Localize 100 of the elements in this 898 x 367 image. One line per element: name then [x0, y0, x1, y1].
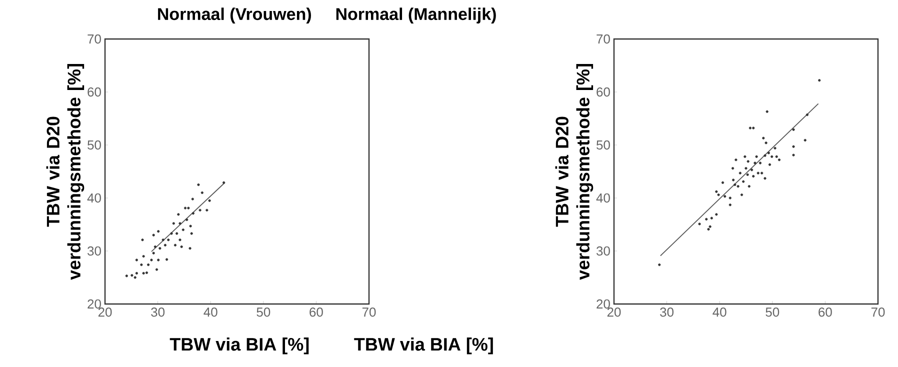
point [170, 232, 173, 235]
point [157, 230, 160, 233]
point [176, 232, 178, 235]
y-tick-label: 60 [88, 87, 101, 97]
y-tick-label: 20 [596, 299, 610, 309]
point [767, 152, 770, 154]
point [178, 238, 182, 242]
point [178, 222, 182, 225]
point [152, 234, 155, 236]
y-tick-label: 20 [88, 299, 101, 309]
point [142, 272, 145, 275]
text: Normaal (Mannelijk) [336, 8, 496, 24]
point [721, 181, 724, 184]
point [742, 180, 745, 183]
y-tick-label: 40 [596, 193, 610, 203]
point [191, 198, 194, 200]
x-tick-label: 40 [204, 308, 218, 317]
point [180, 245, 183, 248]
point [778, 158, 781, 162]
y-tick-label: 40 [87, 193, 101, 203]
point [746, 160, 750, 163]
y-tick-label: 30 [596, 246, 610, 256]
x-axis-title: TBW via BIA [%] [170, 338, 309, 354]
point [774, 146, 776, 150]
point [715, 190, 718, 193]
point [756, 172, 760, 174]
point [184, 206, 187, 210]
point [710, 216, 713, 220]
point [738, 172, 742, 174]
x-tick-label: 60 [310, 308, 323, 317]
y-tick-label: 70 [88, 34, 101, 44]
y-tick-label: 50 [88, 140, 101, 150]
point [192, 212, 194, 215]
point [135, 272, 138, 275]
point [750, 168, 754, 172]
point [748, 126, 752, 130]
point [188, 247, 192, 250]
point [206, 208, 208, 212]
x-axis-title: TBW via BIA [%] [354, 338, 493, 354]
point [752, 126, 755, 130]
y-axis-title: TBW via D20 verdunningsmethode [%] [46, 64, 84, 280]
point [172, 222, 175, 225]
point [766, 110, 768, 113]
point [147, 263, 150, 266]
point [740, 194, 744, 196]
point [775, 155, 778, 158]
x-tick-label: 20 [607, 308, 621, 317]
point [744, 167, 748, 170]
x-tick-label: 60 [818, 308, 832, 317]
x-tick-label: 70 [871, 308, 885, 317]
point [154, 245, 156, 248]
point [760, 172, 764, 174]
point [708, 225, 712, 228]
point [182, 228, 184, 232]
x-tick-label: 30 [660, 308, 674, 317]
point [768, 163, 772, 166]
point [174, 244, 177, 246]
chart-title: Normaal (Vrouwen) [158, 8, 311, 24]
y-tick-label: 30 [88, 246, 101, 256]
point [728, 204, 732, 206]
point [762, 136, 765, 140]
x-tick-label: 70 [362, 308, 376, 317]
point [732, 178, 735, 182]
point [165, 258, 168, 261]
point [135, 258, 138, 262]
point [746, 173, 749, 176]
point [806, 113, 809, 116]
point [707, 228, 710, 231]
point [187, 206, 190, 210]
point [222, 181, 226, 184]
point [698, 222, 701, 226]
point [792, 128, 795, 131]
point [715, 213, 718, 216]
point [754, 162, 756, 164]
x-tick-label: 50 [256, 308, 270, 317]
point [731, 167, 734, 170]
y-axis-title: TBW via D20 verdunningsmethode [%] [555, 64, 594, 280]
y-tick-label: 60 [596, 87, 610, 97]
point [186, 218, 188, 222]
point [744, 155, 746, 158]
point [734, 158, 738, 162]
point [167, 238, 170, 242]
point [155, 268, 158, 271]
point [140, 263, 143, 266]
point [752, 174, 755, 178]
point [142, 254, 145, 258]
point [705, 218, 708, 220]
point [764, 177, 766, 180]
point [792, 154, 795, 156]
point [734, 183, 736, 186]
point [157, 258, 160, 262]
point [818, 79, 821, 82]
point [724, 195, 726, 198]
point [804, 138, 806, 142]
point [130, 274, 134, 277]
point [736, 185, 740, 188]
point [770, 155, 774, 158]
point [658, 263, 661, 266]
point [141, 238, 144, 242]
x-tick-label: 40 [712, 308, 726, 317]
